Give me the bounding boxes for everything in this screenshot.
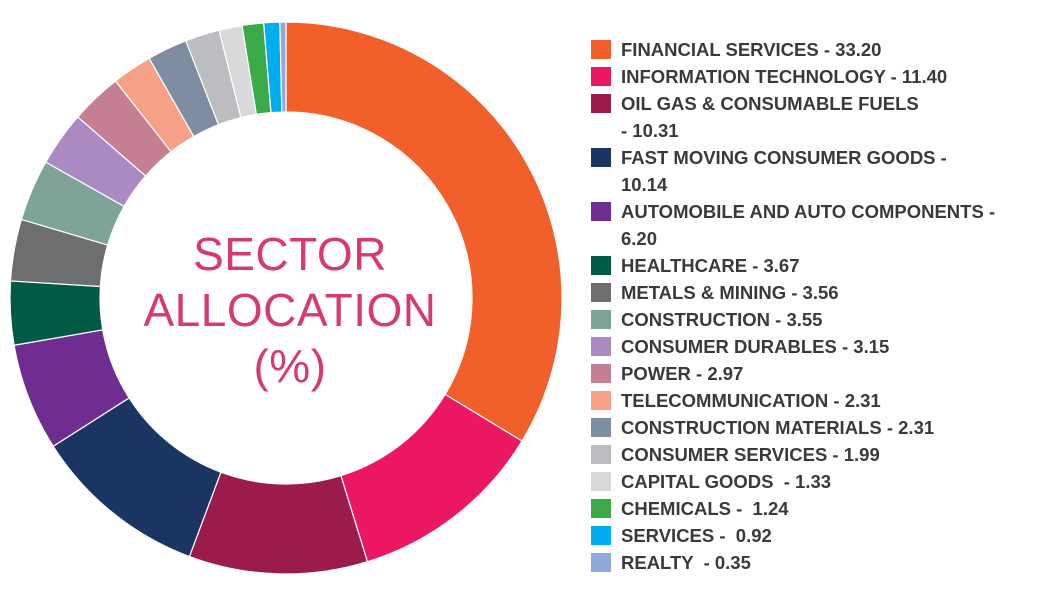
legend-item: CONSTRUCTION - 3.55 — [591, 306, 1046, 333]
legend-item: FAST MOVING CONSUMER GOODS - 10.14 — [591, 144, 1046, 198]
legend-item: FINANCIAL SERVICES - 33.20 — [591, 36, 1046, 63]
legend-swatch — [591, 337, 611, 356]
legend-item: OIL GAS & CONSUMABLE FUELS - 10.31 — [591, 90, 1046, 144]
legend-item: AUTOMOBILE AND AUTO COMPONENTS - 6.20 — [591, 198, 1046, 252]
donut-slice — [285, 21, 563, 442]
legend-label: CHEMICALS - 1.24 — [621, 498, 789, 519]
legend-swatch — [591, 67, 611, 86]
legend-item: METALS & MINING - 3.56 — [591, 279, 1046, 306]
legend-label: AUTOMOBILE AND AUTO COMPONENTS - 6.20 — [621, 201, 996, 249]
legend-item: CAPITAL GOODS - 1.33 — [591, 468, 1046, 495]
legend-swatch — [591, 310, 611, 329]
legend-item: CONSTRUCTION MATERIALS - 2.31 — [591, 414, 1046, 441]
legend-label: CONSUMER SERVICES - 1.99 — [621, 444, 880, 465]
sector-allocation-chart: SECTOR ALLOCATION (%) — [9, 21, 563, 575]
legend-label: FAST MOVING CONSUMER GOODS - 10.14 — [621, 147, 947, 195]
legend-swatch — [591, 526, 611, 545]
legend-swatch — [591, 364, 611, 383]
legend-swatch — [591, 94, 611, 113]
legend-swatch — [591, 283, 611, 302]
legend-swatch — [591, 40, 611, 59]
legend-item: INFORMATION TECHNOLOGY - 11.40 — [591, 63, 1046, 90]
legend-item: REALTY - 0.35 — [591, 549, 1046, 576]
donut-slice — [279, 21, 287, 113]
legend-label: METALS & MINING - 3.56 — [621, 282, 839, 303]
chart-legend: FINANCIAL SERVICES - 33.20 INFORMATION TE… — [591, 36, 1046, 576]
legend-item: HEALTHCARE - 3.67 — [591, 252, 1046, 279]
legend-swatch — [591, 202, 611, 221]
legend-swatch — [591, 553, 611, 572]
legend-swatch — [591, 472, 611, 491]
chart-title-line-1: SECTOR — [193, 228, 387, 280]
legend-label: REALTY - 0.35 — [621, 552, 751, 573]
legend-label: OIL GAS & CONSUMABLE FUELS - 10.31 — [621, 93, 919, 141]
legend-item: CHEMICALS - 1.24 — [591, 495, 1046, 522]
donut-slice — [188, 471, 369, 575]
legend-label: CONSUMER DURABLES - 3.15 — [621, 336, 890, 357]
legend-item: POWER - 2.97 — [591, 360, 1046, 387]
legend-item: CONSUMER SERVICES - 1.99 — [591, 441, 1046, 468]
legend-label: TELECOMMUNICATION - 2.31 — [621, 390, 881, 411]
donut-chart — [9, 21, 563, 575]
chart-title-line-3: (%) — [253, 340, 327, 392]
legend-label: POWER - 2.97 — [621, 363, 744, 384]
legend-swatch — [591, 391, 611, 410]
legend-swatch — [591, 499, 611, 518]
legend-swatch — [591, 256, 611, 275]
legend-item: TELECOMMUNICATION - 2.31 — [591, 387, 1046, 414]
legend-label: FINANCIAL SERVICES - 33.20 — [621, 39, 882, 60]
legend-swatch — [591, 418, 611, 437]
legend-label: CAPITAL GOODS - 1.33 — [621, 471, 832, 492]
legend-swatch — [591, 148, 611, 167]
legend-label: HEALTHCARE - 3.67 — [621, 255, 800, 276]
legend-item: CONSUMER DURABLES - 3.15 — [591, 333, 1046, 360]
legend-label: CONSTRUCTION - 3.55 — [621, 309, 823, 330]
legend-label: INFORMATION TECHNOLOGY - 11.40 — [621, 66, 948, 87]
legend-item: SERVICES - 0.92 — [591, 522, 1046, 549]
legend-label: CONSTRUCTION MATERIALS - 2.31 — [621, 417, 935, 438]
legend-label: SERVICES - 0.92 — [621, 525, 772, 546]
legend-swatch — [591, 445, 611, 464]
chart-title-line-2: ALLOCATION — [143, 284, 437, 336]
